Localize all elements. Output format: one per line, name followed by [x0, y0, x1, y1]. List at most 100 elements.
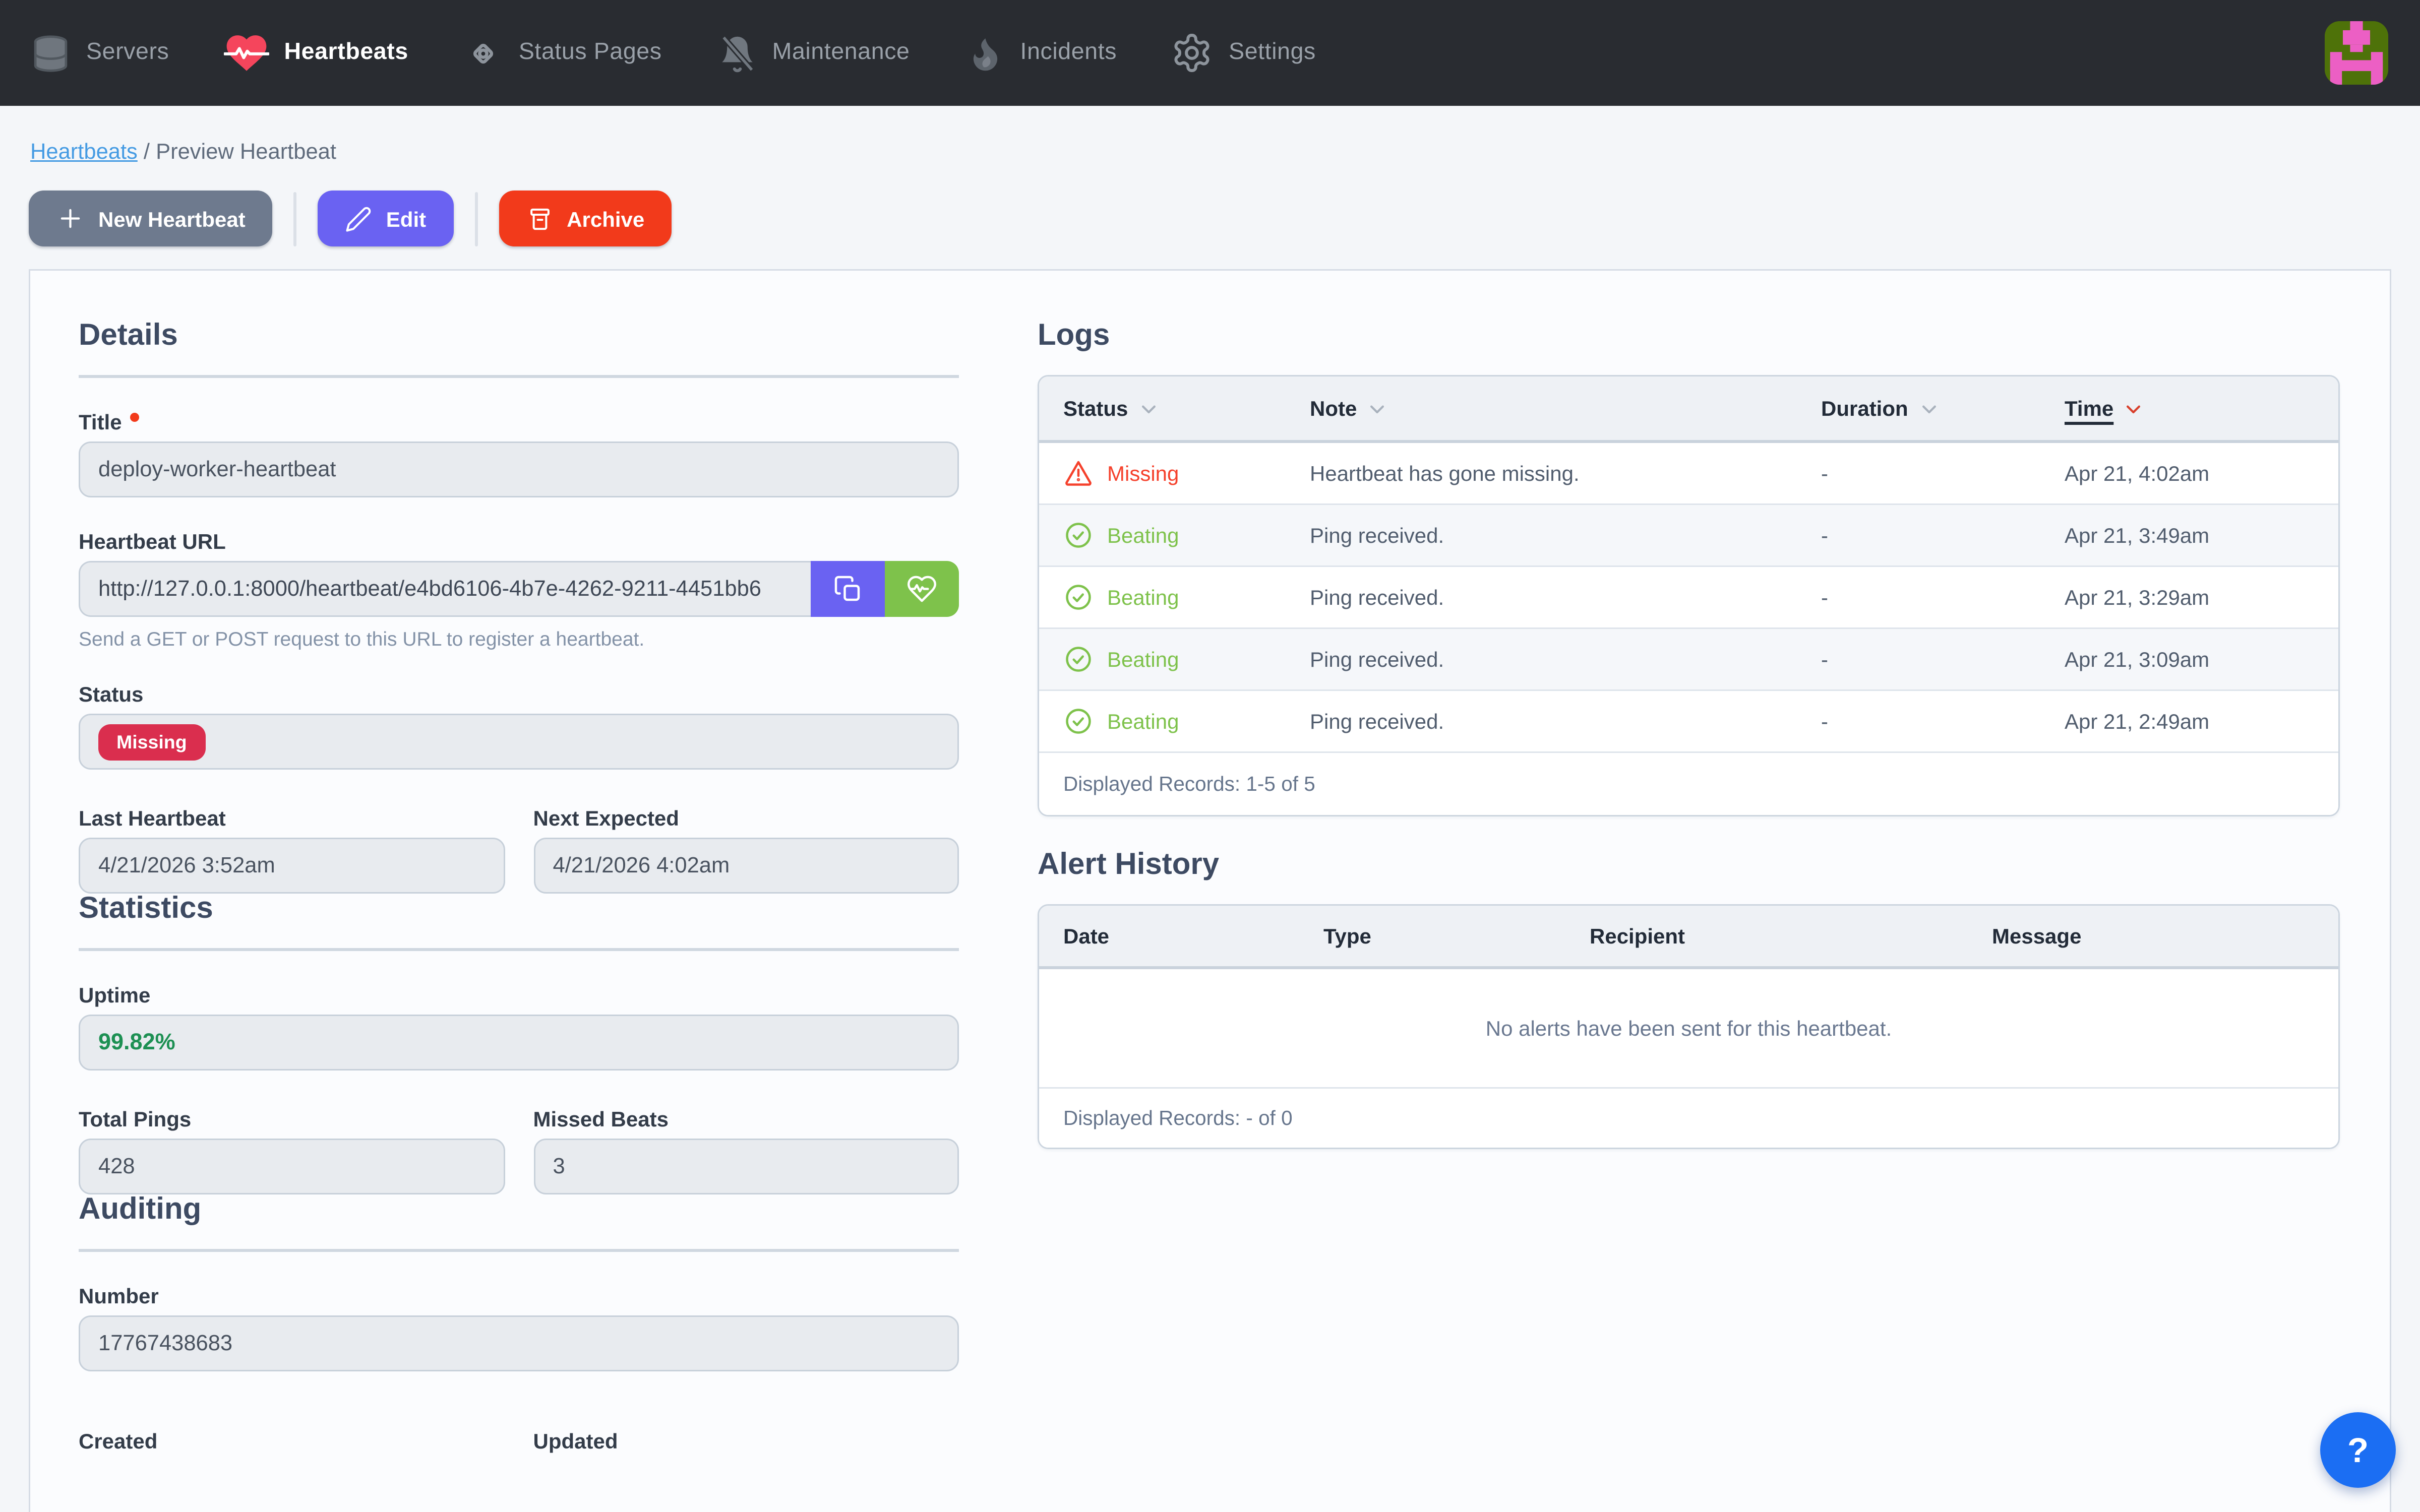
chevron-down-icon — [1141, 405, 1156, 413]
bell-slash-icon — [716, 33, 757, 74]
pencil-icon — [346, 206, 372, 231]
nav-item-label: Incidents — [1020, 39, 1117, 65]
log-note-cell: Ping received. — [1310, 523, 1444, 547]
alert-history-heading: Alert History — [1038, 848, 1220, 881]
heart-pulse-icon — [223, 30, 269, 76]
navbar-items: Servers Heartbeats Status Pages Maintenance… — [30, 30, 1370, 76]
nav-item-label: Heartbeats — [284, 39, 408, 65]
triangle-alert-icon — [1063, 458, 1094, 488]
chevron-down-icon — [2127, 405, 2141, 413]
breadcrumb-current: Preview Heartbeat — [156, 141, 336, 165]
title-field[interactable]: deploy-worker-heartbeat — [79, 442, 959, 497]
log-time-cell: Apr 21, 3:09am — [2065, 647, 2210, 671]
logs-table-row[interactable]: Beating Ping received. - Apr 21, 3:29am — [1039, 567, 2338, 629]
heartbeat-url-label: Heartbeat URL — [79, 529, 226, 553]
heartbeat-url-group: http://127.0.0.1:8000/heartbeat/e4bd6106… — [79, 561, 959, 617]
status-field: Missing — [79, 714, 959, 770]
log-status-cell: Beating — [1039, 582, 1286, 612]
plus-icon — [60, 209, 80, 228]
chevron-down-icon — [1921, 405, 1935, 413]
number-field: 17767438683 — [79, 1315, 959, 1371]
last-heartbeat-label: Last Heartbeat — [79, 806, 226, 830]
logs-table: Status Note Duration Time Missing Heartbeat … — [1038, 375, 2340, 816]
toolbar-divider — [474, 191, 478, 246]
missed-beats-field: 3 — [533, 1139, 959, 1194]
pixel-avatar-icon[interactable] — [2325, 21, 2388, 85]
new-heartbeat-button[interactable]: New Heartbeat — [29, 191, 273, 246]
log-status-cell: Missing — [1039, 458, 1286, 488]
nav-item-settings[interactable]: Settings — [1171, 32, 1316, 74]
circle-check-icon — [1063, 644, 1094, 674]
last-heartbeat-field: 4/21/2026 3:52am — [79, 838, 505, 894]
alert-history-table: Date Type Recipient Message No alerts have … — [1038, 904, 2340, 1149]
log-duration-cell: - — [1821, 647, 1829, 671]
alert-history-table-header: Date Type Recipient Message — [1039, 906, 2338, 969]
log-status-cell: Beating — [1039, 520, 1286, 550]
logs-table-header: Status Note Duration Time — [1039, 376, 2338, 443]
logs-table-row[interactable]: Missing Heartbeat has gone missing. - Apr 2… — [1039, 443, 2338, 505]
updated-label: Updated — [533, 1429, 618, 1453]
logs-column-header-duration[interactable]: Duration — [1797, 396, 2040, 420]
diamond-icon — [463, 33, 504, 74]
number-label: Number — [79, 1284, 159, 1308]
send-ping-button[interactable] — [885, 561, 959, 617]
alert-history-column-header-message[interactable]: Message — [1992, 924, 2082, 948]
log-note-cell: Ping received. — [1310, 585, 1444, 609]
logs-table-footer: Displayed Records: 1-5 of 5 — [1039, 753, 2338, 815]
logs-column-header-status[interactable]: Status — [1039, 396, 1286, 420]
nav-item-status-pages[interactable]: Status Pages — [463, 33, 662, 74]
toolbar-divider — [293, 191, 297, 246]
log-status-cell: Beating — [1039, 706, 1286, 736]
breadcrumb-separator: / — [143, 141, 156, 165]
logs-table-row[interactable]: Beating Ping received. - Apr 21, 2:49am — [1039, 691, 2338, 753]
nav-item-servers[interactable]: Servers — [30, 33, 169, 74]
help-button[interactable]: ? — [2320, 1412, 2396, 1488]
nav-item-maintenance[interactable]: Maintenance — [716, 33, 910, 74]
next-expected-label: Next Expected — [533, 806, 679, 830]
log-note-cell: Ping received. — [1310, 647, 1444, 671]
nav-item-label: Servers — [86, 39, 169, 65]
missed-beats-label: Missed Beats — [533, 1107, 669, 1131]
section-divider — [79, 1249, 959, 1252]
auditing-heading: Auditing — [79, 1193, 202, 1226]
alert-history-column-header-recipient[interactable]: Recipient — [1590, 924, 1685, 948]
heart-pulse-icon — [908, 576, 936, 602]
copy-url-button[interactable] — [811, 561, 885, 617]
section-divider — [79, 375, 959, 378]
log-time-cell: Apr 21, 3:49am — [2065, 523, 2210, 547]
copy-icon — [834, 575, 859, 600]
details-heading: Details — [79, 319, 178, 352]
total-pings-field: 428 — [79, 1139, 505, 1194]
nav-item-label: Status Pages — [518, 39, 662, 65]
nav-item-label: Settings — [1229, 39, 1316, 65]
alert-history-column-header-type[interactable]: Type — [1323, 924, 1371, 948]
archive-button[interactable]: Archive — [499, 191, 672, 246]
breadcrumb: Heartbeats / Preview Heartbeat — [30, 141, 2420, 165]
chevron-down-icon — [1370, 405, 1384, 413]
heartbeat-url-field[interactable]: http://127.0.0.1:8000/heartbeat/e4bd6106… — [79, 561, 811, 617]
log-duration-cell: - — [1821, 585, 1829, 609]
breadcrumb-link-heartbeats[interactable]: Heartbeats — [30, 141, 138, 165]
database-icon — [30, 33, 71, 74]
alert-history-table-footer: Displayed Records: - of 0 — [1039, 1089, 2338, 1148]
status-label: Status — [79, 682, 144, 706]
uptime-field: 99.82% — [79, 1015, 959, 1070]
total-pings-label: Total Pings — [79, 1107, 192, 1131]
uptime-label: Uptime — [79, 983, 151, 1007]
nav-item-label: Maintenance — [772, 39, 910, 65]
logs-table-row[interactable]: Beating Ping received. - Apr 21, 3:49am — [1039, 505, 2338, 567]
logs-column-header-time[interactable]: Time — [2040, 396, 2338, 420]
alert-history-column-header-date[interactable]: Date — [1063, 924, 1110, 948]
page-toolbar: New Heartbeat Edit Archive — [29, 191, 2420, 246]
edit-button[interactable]: Edit — [318, 191, 454, 246]
logs-column-header-note[interactable]: Note — [1286, 396, 1797, 420]
log-time-cell: Apr 21, 2:49am — [2065, 709, 2210, 733]
alert-history-empty-message: No alerts have been sent for this heartb… — [1039, 969, 2338, 1089]
log-note-cell: Heartbeat has gone missing. — [1310, 461, 1580, 485]
tables-column: Logs Status Note Duration Time Missing Heart… — [1038, 320, 2340, 1512]
logs-table-row[interactable]: Beating Ping received. - Apr 21, 3:09am — [1039, 629, 2338, 691]
circle-check-icon — [1063, 520, 1094, 550]
nav-item-incidents[interactable]: Incidents — [964, 33, 1117, 74]
nav-item-heartbeats[interactable]: Heartbeats — [223, 30, 408, 76]
flame-icon — [964, 33, 1005, 74]
